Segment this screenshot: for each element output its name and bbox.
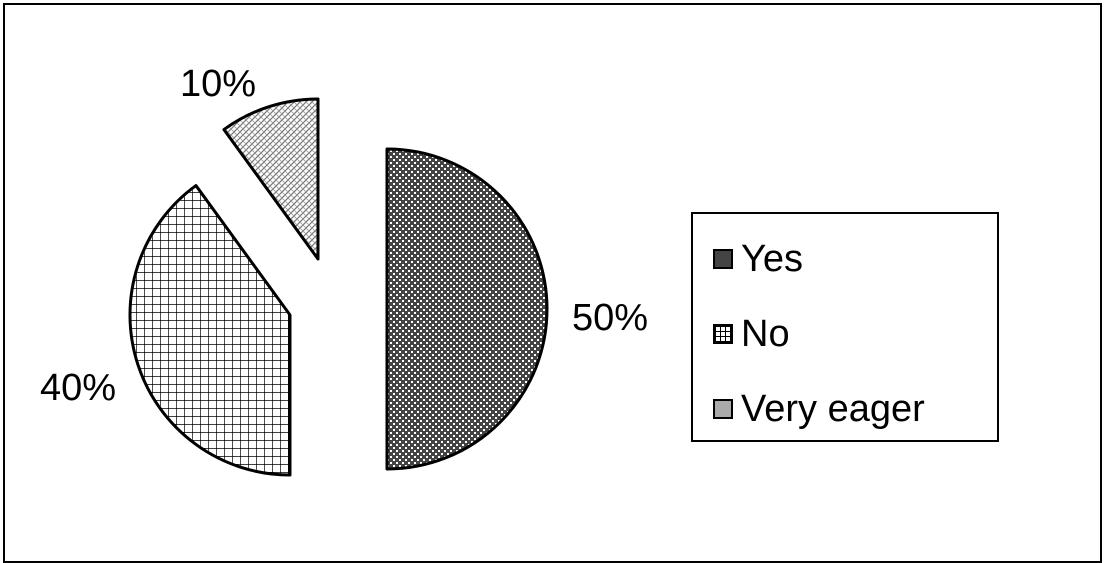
label-yes: 50%: [572, 297, 648, 339]
slice-no: [128, 184, 292, 477]
legend-swatch-very-eager: [713, 399, 733, 419]
label-very-eager: 10%: [180, 63, 256, 105]
legend-item-yes: Yes: [713, 237, 803, 280]
legend-swatch-yes: [713, 249, 733, 269]
chart-legend: Yes No Very eager: [691, 212, 999, 442]
slice-very-eager: [222, 97, 320, 261]
label-no: 40%: [40, 367, 116, 409]
pie-chart: 50% 40% 10%: [40, 63, 648, 477]
legend-label-yes: Yes: [741, 237, 803, 280]
legend-swatch-no: [713, 324, 733, 344]
legend-item-no: No: [713, 312, 790, 355]
legend-label-very-eager: Very eager: [741, 387, 925, 430]
slice-yes: [385, 147, 549, 471]
legend-label-no: No: [741, 312, 790, 355]
legend-item-very-eager: Very eager: [713, 387, 925, 430]
